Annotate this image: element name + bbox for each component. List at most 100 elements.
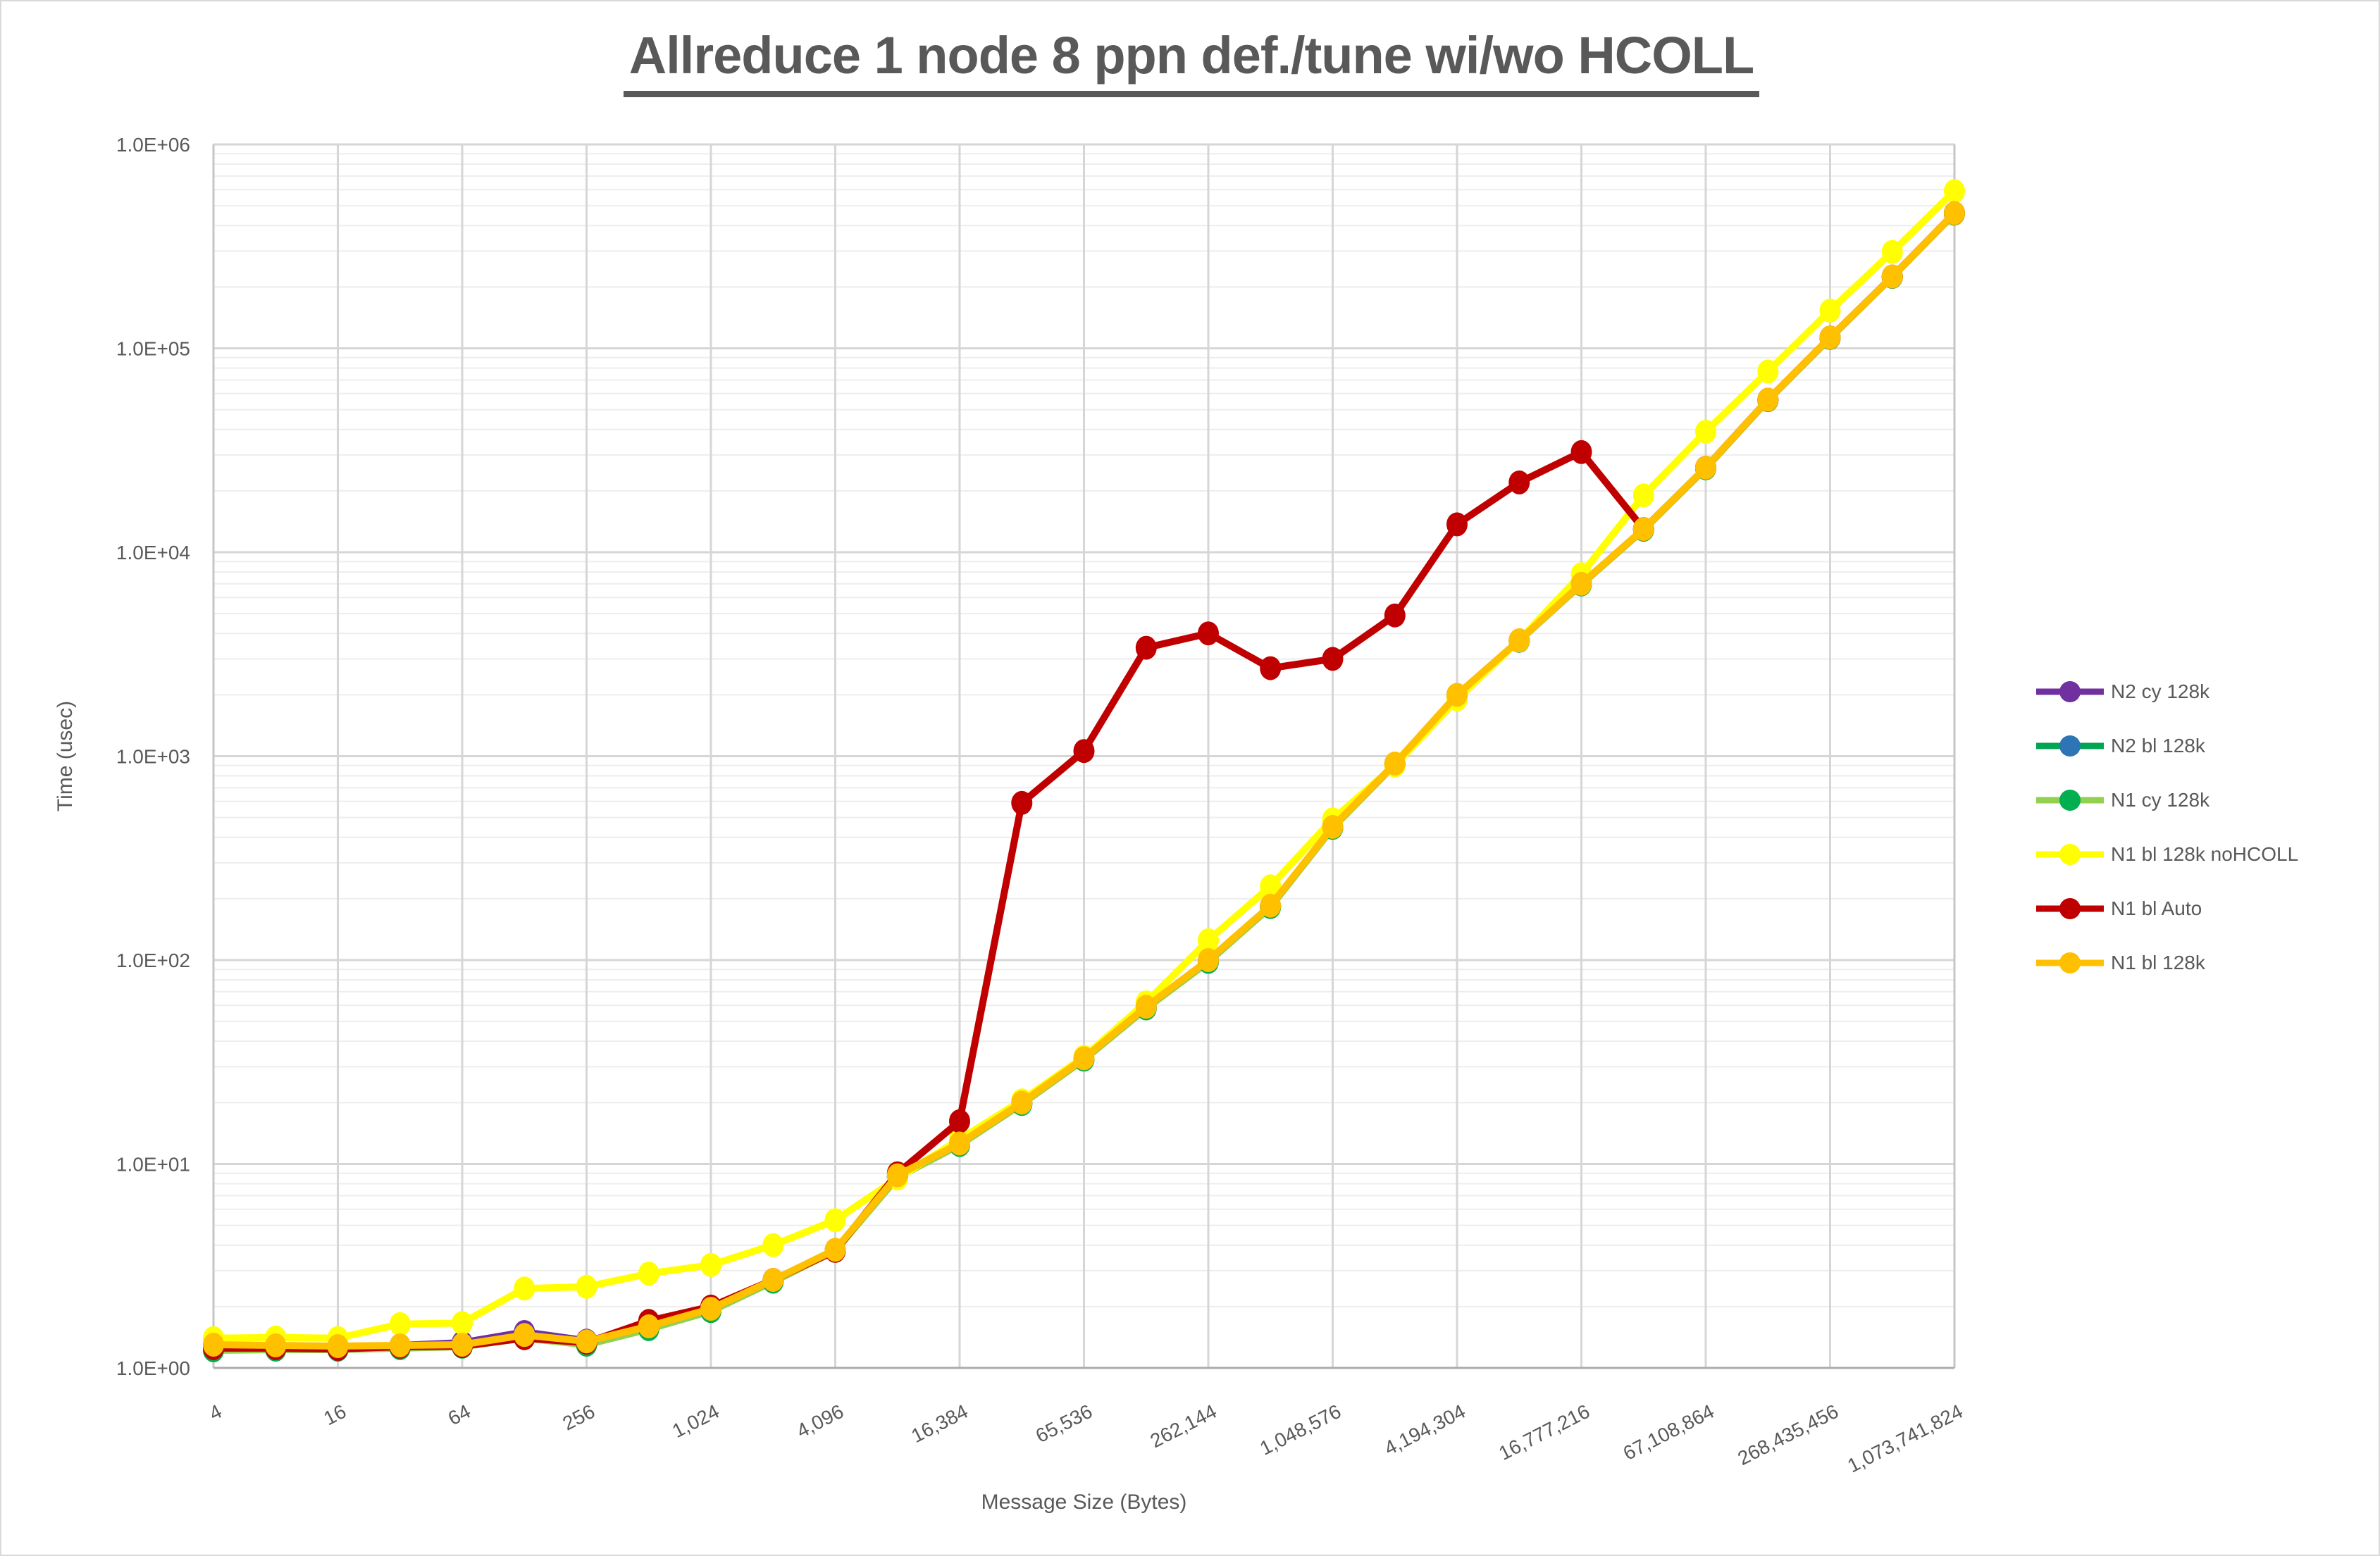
data-point-marker[interactable]: [638, 1314, 659, 1338]
data-point-marker[interactable]: [1570, 440, 1592, 464]
data-point-marker[interactable]: [389, 1333, 411, 1357]
data-point-marker[interactable]: [824, 1208, 846, 1233]
data-point-marker[interactable]: [1073, 1046, 1095, 1071]
data-point-marker[interactable]: [1011, 790, 1033, 815]
data-point-marker[interactable]: [1944, 201, 1965, 225]
x-tick-label: 1,024: [669, 1400, 723, 1442]
data-point-marker[interactable]: [949, 1109, 970, 1133]
legend-marker-icon: [2036, 898, 2104, 919]
y-tick-label: 1.0E+00: [116, 1357, 190, 1379]
data-point-marker[interactable]: [1260, 893, 1282, 918]
data-point-marker[interactable]: [1198, 928, 1219, 952]
y-tick-label: 1.0E+06: [116, 134, 190, 156]
x-tick-label: 262,144: [1146, 1400, 1220, 1452]
data-point-marker[interactable]: [1757, 359, 1779, 384]
chart-title: Allreduce 1 node 8 ppn def./tune wi/wo H…: [623, 25, 1760, 97]
data-point-marker[interactable]: [1198, 948, 1219, 972]
y-axis-title: Time (usec): [54, 701, 77, 811]
y-tick-label: 1.0E+04: [116, 542, 190, 564]
legend-item-N2-bl-128k[interactable]: N2 bl 128k: [2035, 733, 2298, 759]
data-point-marker[interactable]: [1073, 739, 1095, 764]
data-point-marker[interactable]: [1632, 483, 1654, 508]
legend-label: N1 bl 128k: [2111, 952, 2205, 973]
x-tick-label: 16,777,216: [1495, 1400, 1593, 1464]
data-point-marker[interactable]: [1757, 387, 1779, 412]
x-tick-label: 64: [445, 1400, 474, 1430]
y-tick-label: 1.0E+05: [116, 338, 190, 360]
legend-label: N2 cy 128k: [2111, 680, 2210, 702]
data-point-marker[interactable]: [1446, 512, 1468, 537]
data-point-marker[interactable]: [949, 1131, 970, 1156]
data-point-marker[interactable]: [762, 1233, 784, 1257]
x-tick-label: 4,096: [793, 1400, 848, 1442]
data-point-marker[interactable]: [452, 1311, 473, 1336]
legend-item-N2-cy-128k[interactable]: N2 cy 128k: [2035, 679, 2298, 704]
data-point-marker[interactable]: [514, 1276, 535, 1301]
data-point-marker[interactable]: [824, 1238, 846, 1262]
legend-marker-icon: [2036, 952, 2104, 973]
data-point-marker[interactable]: [1135, 995, 1157, 1019]
legend-item-N1-bl-128k[interactable]: N1 bl 128k: [2035, 950, 2298, 976]
data-point-marker[interactable]: [327, 1334, 349, 1358]
data-point-marker[interactable]: [1198, 621, 1219, 646]
data-point-marker[interactable]: [514, 1323, 535, 1348]
data-point-marker[interactable]: [1260, 874, 1282, 899]
x-tick-label: 67,108,864: [1620, 1400, 1718, 1464]
legend-item-N1-bl-Auto[interactable]: N1 bl Auto: [2035, 896, 2298, 921]
data-point-marker[interactable]: [1260, 656, 1282, 680]
data-point-marker[interactable]: [1695, 419, 1716, 444]
x-tick-label: 4,194,304: [1381, 1400, 1469, 1459]
data-point-marker[interactable]: [638, 1262, 659, 1286]
data-point-marker[interactable]: [1695, 455, 1716, 480]
data-point-marker[interactable]: [1819, 299, 1841, 323]
x-tick-label: 16,384: [907, 1400, 971, 1448]
data-point-marker[interactable]: [1384, 603, 1406, 628]
data-point-marker[interactable]: [1322, 814, 1344, 839]
data-point-marker[interactable]: [1944, 179, 1965, 204]
legend-label: N1 cy 128k: [2111, 789, 2210, 811]
legend-item-N1-cy-128k[interactable]: N1 cy 128k: [2035, 788, 2298, 813]
data-point-marker[interactable]: [700, 1297, 721, 1321]
data-point-marker[interactable]: [576, 1329, 597, 1354]
data-point-marker[interactable]: [1881, 264, 1903, 289]
legend-marker-icon: [2036, 844, 2104, 865]
data-point-marker[interactable]: [452, 1333, 473, 1357]
data-point-marker[interactable]: [1881, 239, 1903, 264]
x-tick-label: 65,536: [1032, 1400, 1096, 1448]
legend-marker-icon: [2036, 790, 2104, 811]
data-point-marker[interactable]: [1632, 517, 1654, 541]
data-point-marker[interactable]: [1384, 752, 1406, 776]
data-point-marker[interactable]: [265, 1333, 287, 1357]
legend-item-N1-bl-128k-noHCOLL[interactable]: N1 bl 128k noHCOLL: [2035, 842, 2298, 867]
data-point-marker[interactable]: [886, 1163, 908, 1188]
data-point-marker[interactable]: [389, 1312, 411, 1336]
data-point-marker[interactable]: [762, 1268, 784, 1293]
x-tick-label: 4: [206, 1400, 225, 1425]
data-point-marker[interactable]: [203, 1333, 224, 1357]
y-tick-label: 1.0E+03: [116, 746, 190, 768]
data-point-marker[interactable]: [1322, 647, 1344, 671]
data-point-marker[interactable]: [1508, 628, 1530, 652]
data-point-marker[interactable]: [1446, 683, 1468, 707]
legend-marker-icon: [2036, 681, 2104, 702]
data-point-marker[interactable]: [1819, 325, 1841, 350]
y-tick-label: 1.0E+01: [116, 1154, 190, 1176]
x-tick-label: 1,073,741,824: [1844, 1400, 1966, 1477]
data-point-marker[interactable]: [1011, 1090, 1033, 1115]
data-point-marker[interactable]: [1508, 470, 1530, 494]
data-point-marker[interactable]: [576, 1274, 597, 1299]
x-tick-label: 256: [559, 1400, 599, 1435]
legend-label: N2 bl 128k: [2111, 735, 2205, 757]
legend: N2 cy 128k N2 bl 128k N1 cy 128k N1 bl 128k…: [2035, 679, 2298, 976]
legend-label: N1 bl 128k noHCOLL: [2111, 843, 2299, 865]
x-tick-label: 16: [320, 1400, 349, 1430]
data-point-marker[interactable]: [700, 1252, 721, 1277]
legend-marker-icon: [2036, 735, 2104, 757]
data-point-marker[interactable]: [1135, 635, 1157, 660]
x-tick-label: 268,435,456: [1734, 1400, 1842, 1469]
data-point-marker[interactable]: [1570, 571, 1592, 596]
series-N1-bl-128k[interactable]: [203, 201, 1965, 1358]
y-tick-label: 1.0E+02: [116, 950, 190, 971]
